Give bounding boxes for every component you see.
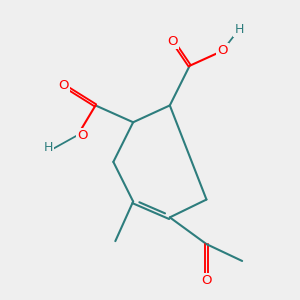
Text: O: O — [77, 129, 88, 142]
Text: O: O — [58, 79, 69, 92]
Text: H: H — [235, 22, 244, 36]
Text: H: H — [43, 140, 52, 154]
Text: O: O — [217, 44, 228, 57]
Text: O: O — [167, 34, 178, 47]
Text: O: O — [201, 274, 212, 287]
